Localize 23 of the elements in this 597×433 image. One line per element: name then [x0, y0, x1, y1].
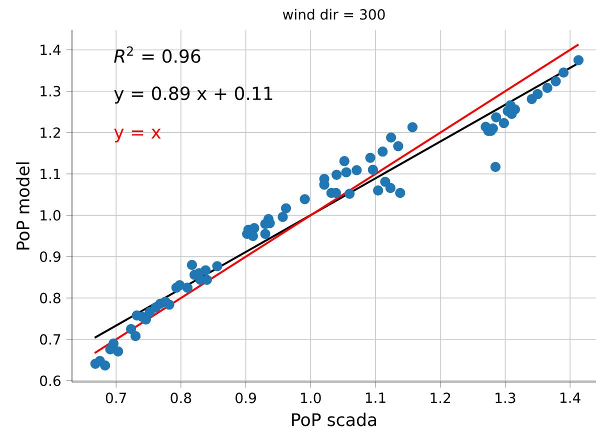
x-axis-title: PoP scada: [292, 412, 376, 426]
x-tick-label: 0.8: [170, 392, 192, 404]
text: y = x: [114, 128, 161, 142]
x-tick-label: 1.0: [301, 392, 321, 404]
annotation: R$^{2}$ = 0.96: [114, 46, 200, 63]
y-tick-label: 1.4: [40, 44, 61, 55]
y-tick-label: 1.3: [40, 86, 60, 96]
y-tick-label: 0.6: [40, 375, 60, 386]
y-tick-label: 1.0: [40, 210, 60, 221]
x-tick-label: 1.2: [430, 392, 450, 404]
x-tick-label: 0.9: [236, 392, 256, 404]
x-tick-label: 1.4: [560, 392, 580, 403]
y-tick-label: 0.8: [40, 292, 60, 304]
y-tick-label: 0.9: [40, 251, 60, 262]
x-tick-label: 0.7: [106, 392, 126, 404]
chart-title: wind dir = 300: [282, 8, 385, 20]
y-axis-title: PoP model: [16, 162, 30, 250]
y-tick-label: 1.2: [40, 127, 60, 138]
x-tick-label: 1.3: [496, 392, 516, 404]
text: y = 0.89 x + 0.11: [114, 86, 272, 104]
y-tick-label: 1.1: [40, 168, 60, 180]
x-tick-label: 1.1: [366, 392, 386, 403]
y-tick-label: 0.7: [40, 334, 60, 345]
